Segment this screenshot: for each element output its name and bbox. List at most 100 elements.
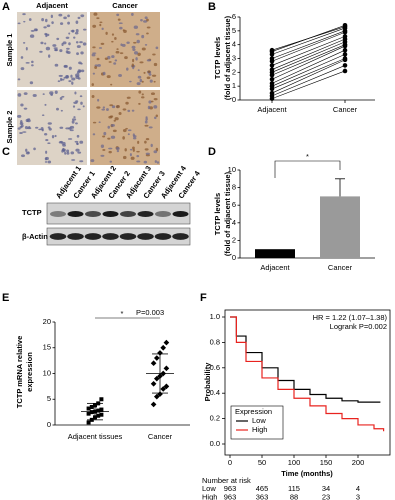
cell-nucleus [73,36,76,39]
pair-line [271,44,346,76]
cell-nucleus [102,71,106,76]
cell-nucleus [143,71,146,74]
cell-nucleus [44,132,48,136]
y-tick-label: 0.4 [210,388,220,397]
pair-line [271,31,346,62]
significance-mark: * [121,309,124,318]
cell-nucleus [23,92,28,96]
pair-line [271,70,346,99]
cell-nucleus [126,96,131,99]
legend-title: Expression [235,407,272,416]
cell-nucleus [101,108,106,111]
cell-nucleus [20,154,26,158]
data-point [86,406,91,411]
cell-nucleus [141,80,144,83]
cell-nucleus [51,21,54,25]
cell-nucleus [56,107,59,111]
cell-nucleus [122,128,127,133]
data-point [153,375,160,382]
cell-nucleus [126,67,129,71]
cell-nucleus [136,160,141,163]
cell-nucleus [45,150,48,154]
pair-line [271,38,346,70]
cell-nucleus [132,58,135,63]
cell-nucleus [118,73,122,78]
cell-nucleus [50,93,53,96]
cell-nucleus [41,17,45,22]
cell-nucleus [122,136,125,140]
cell-nucleus [65,75,70,79]
cell-nucleus [68,66,72,70]
cell-nucleus [91,83,95,86]
cell-nucleus [70,30,75,32]
cell-nucleus [31,60,34,64]
data-point [150,360,157,367]
cell-nucleus [54,63,59,67]
cell-nucleus [144,148,149,151]
cell-nucleus [102,106,106,109]
cell-nucleus [73,101,78,105]
cell-nucleus [76,70,80,74]
pair-line [271,65,346,97]
cell-nucleus [145,152,150,155]
cell-nucleus [67,51,71,54]
cell-nucleus [114,117,119,121]
cell-nucleus [17,127,21,130]
cell-nucleus [141,96,145,99]
data-point [269,67,275,72]
cell-nucleus [132,148,135,152]
cell-nucleus [143,160,148,164]
cell-nucleus [61,141,66,145]
cell-nucleus [111,55,115,59]
cell-nucleus [119,52,124,55]
cell-nucleus [58,13,63,17]
cell-nucleus [148,126,153,129]
cell-nucleus [135,57,138,61]
y-tick-label: 2 [232,67,236,76]
risk-value: 4 [356,484,360,493]
cell-nucleus [17,114,22,118]
cell-nucleus [150,92,156,96]
cell-nucleus [110,83,113,86]
cell-nucleus [153,62,158,67]
band [50,211,66,217]
x-tick-label: 150 [320,458,333,467]
cell-nucleus [131,109,135,112]
cell-nucleus [133,51,139,55]
y-tick-label: 10 [228,165,236,174]
cell-nucleus [133,25,139,29]
cell-nucleus [59,49,63,53]
risk-value: 88 [290,492,298,500]
data-point [153,355,160,361]
cell-nucleus [53,47,58,50]
cell-nucleus [79,160,84,163]
panel-label: C [2,146,10,158]
y-tick-label: 0.6 [210,363,220,372]
legend-label: Low [252,416,266,425]
cell-nucleus [91,94,95,98]
cell-nucleus [153,150,158,154]
cell-nucleus [92,46,96,49]
cell-nucleus [17,93,22,97]
cell-nucleus [79,41,83,44]
cell-nucleus [107,125,110,129]
cell-nucleus [50,14,54,19]
cell-nucleus [19,131,23,134]
band [154,233,172,240]
cell-nucleus [139,61,144,64]
y-axis-label: TCTP levels [213,37,222,79]
cell-nucleus [153,97,158,101]
risk-value: 115 [288,484,300,493]
cell-nucleus [67,14,70,18]
cell-nucleus [111,33,115,36]
cell-nucleus [43,26,47,29]
cell-nucleus [92,72,96,75]
cell-nucleus [92,121,97,124]
bar [320,196,360,258]
cell-nucleus [144,43,148,46]
data-point [96,408,101,413]
data-point [342,68,348,74]
cell-nucleus [25,118,29,122]
cell-nucleus [139,78,143,83]
bar [255,249,295,258]
